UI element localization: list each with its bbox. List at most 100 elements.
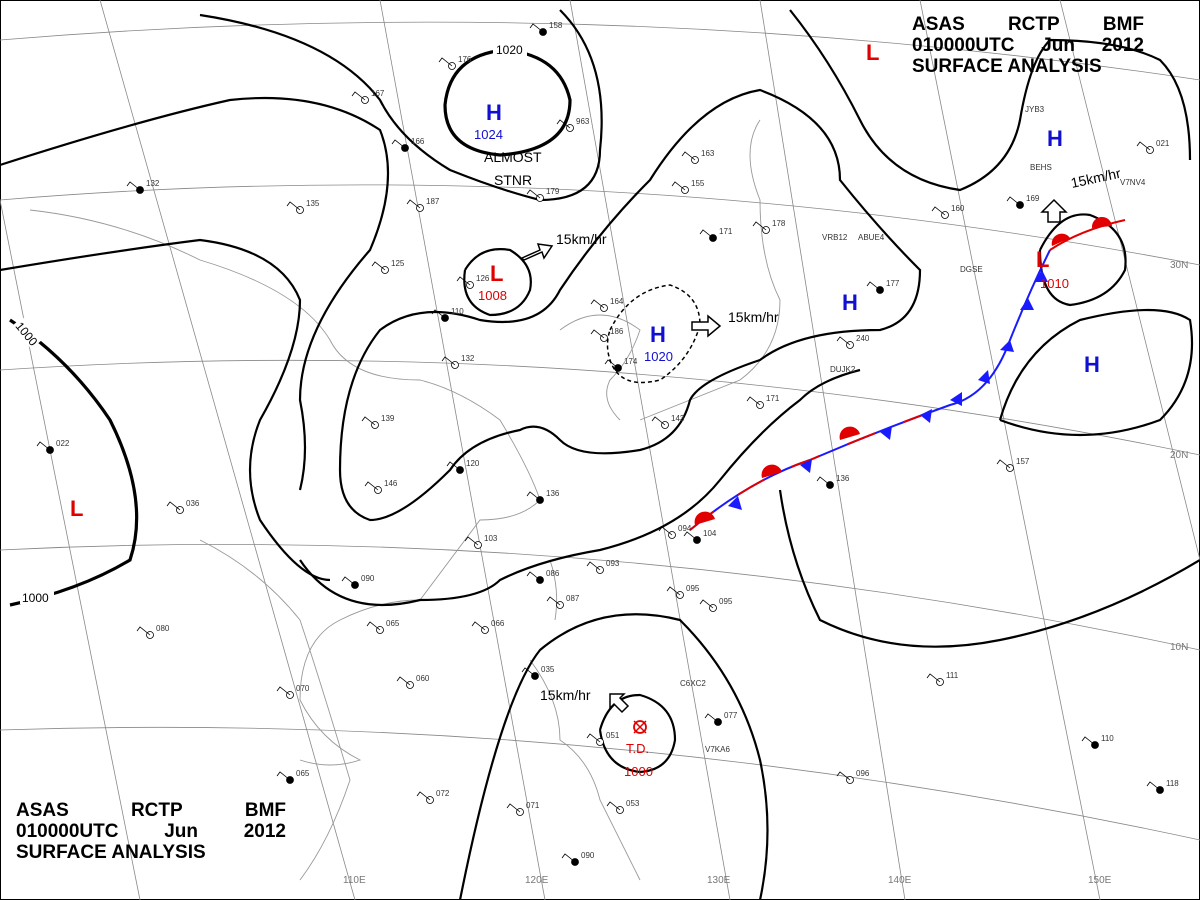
station-id: V7NV4 <box>1120 178 1146 187</box>
isobar-high-1020-north <box>443 48 572 157</box>
motion-label-high-1020: 15km/hr <box>728 309 779 325</box>
station-id: BEHS <box>1030 163 1052 172</box>
high-center-ne: H <box>1047 126 1063 151</box>
title-code: RCTP <box>1007 14 1060 35</box>
station-wind-barb <box>276 771 291 781</box>
station-wind-barb <box>1136 141 1151 151</box>
high-value-1020: 1020 <box>644 349 673 364</box>
station-pressure: 136 <box>546 489 560 498</box>
station-pressure: 171 <box>719 227 733 236</box>
station-wind-barb <box>406 199 421 209</box>
station-wind-barb <box>561 853 576 863</box>
station-wind-barb <box>866 281 881 291</box>
station-pressure: 118 <box>1166 779 1179 788</box>
station-pressure: 104 <box>703 529 717 538</box>
warm-front-east <box>1049 219 1126 251</box>
station-pressure: 093 <box>606 559 620 568</box>
station-pressure: 035 <box>541 665 555 674</box>
station-wind-barb <box>361 416 376 426</box>
station-wind-barb <box>671 181 686 191</box>
station-pressure: 021 <box>1156 139 1170 148</box>
high-center-north: H <box>486 100 502 125</box>
front-barbs <box>728 270 1048 510</box>
arrow-low-1010 <box>1040 198 1068 223</box>
isobar-west-1008 <box>0 96 390 491</box>
station-pressure: 167 <box>371 89 385 98</box>
isobar-low-west-1000 <box>9 318 139 607</box>
station-pressure: 126 <box>476 274 490 283</box>
station-wind-barb <box>391 139 406 149</box>
station-wind-barb <box>521 667 536 677</box>
station-pressure: 070 <box>296 684 310 693</box>
station-pressure: 071 <box>526 801 540 810</box>
isobar-south-1008 <box>299 368 861 607</box>
title-code: RCTP <box>130 800 183 821</box>
station-pressure: 110 <box>451 307 464 316</box>
title-agency: ASAS <box>912 14 965 35</box>
title-time: 010000UTC <box>912 35 1015 56</box>
motion-arrows <box>520 198 1068 714</box>
station-pressure: 086 <box>546 569 560 578</box>
lat-label-20n: 20N <box>1170 450 1188 461</box>
station-wind-barb <box>351 91 366 101</box>
station-wind-barb <box>606 801 621 811</box>
station-pressure: 096 <box>856 769 870 778</box>
lat-lon-labels: 110E 120E 130E 140E 150E 30N 20N 10N <box>343 260 1188 886</box>
station-pressure: 111 <box>946 671 959 680</box>
station-wind-barb <box>471 621 486 631</box>
station-wind-barb <box>699 229 714 239</box>
isobar-east-1012 <box>789 9 1192 192</box>
station-wind-barb <box>526 189 541 199</box>
station-wind-barb <box>926 673 941 683</box>
station-pressure: 120 <box>466 459 480 468</box>
coast-taiwan <box>549 559 558 621</box>
station-pressure: 158 <box>549 21 563 30</box>
high-center-east: H <box>1084 352 1100 377</box>
station-wind-barb <box>416 791 431 801</box>
station-wind-barb <box>586 733 601 743</box>
station-pressure: 095 <box>719 597 733 606</box>
low-center-north: L <box>866 40 879 65</box>
station-pressure: 065 <box>386 619 400 628</box>
station-pressure: 065 <box>296 769 310 778</box>
stationary-front <box>689 249 1051 531</box>
low-center-1008: L <box>490 261 503 286</box>
station-pressure: 179 <box>546 187 560 196</box>
lat-label-10n: 10N <box>1170 642 1188 653</box>
station-wind-barb <box>931 206 946 216</box>
isobar-1004-west <box>0 238 331 582</box>
lon-label-140e: 140E <box>888 875 912 886</box>
title-issuer: BMF <box>244 800 286 821</box>
station-wind-barb <box>438 57 453 67</box>
arrow-td <box>609 693 630 714</box>
station-wind-barb <box>441 356 456 366</box>
lon-label-110e: 110E <box>343 875 366 886</box>
station-pressure: 125 <box>391 259 405 268</box>
motion-label-low-1008: 15km/hr <box>556 231 607 247</box>
fronts <box>689 216 1126 531</box>
title-time: 010000UTC <box>16 821 119 842</box>
low-center-west: L <box>70 496 83 521</box>
station-pressure: 132 <box>461 354 475 363</box>
arrow-low-1008 <box>520 243 554 261</box>
station-pressure: 169 <box>1026 194 1040 203</box>
station-wind-barb <box>464 536 479 546</box>
station-pressure: 146 <box>384 479 398 488</box>
title-issuer: BMF <box>1102 14 1144 35</box>
station-pressure: 160 <box>951 204 965 213</box>
meridian-160e <box>1059 0 1200 561</box>
station-wind-barb <box>126 181 141 191</box>
station-pressure: 132 <box>146 179 160 188</box>
station-wind-barb <box>136 626 151 636</box>
isobar-east-1008 <box>778 489 1200 648</box>
station-pressure: 110 <box>1101 734 1114 743</box>
station-wind-barb <box>526 571 541 581</box>
station-pressure: 060 <box>416 674 430 683</box>
lon-label-150e: 150E <box>1088 875 1112 886</box>
arrow-high-1020 <box>691 314 722 338</box>
station-pressure: 177 <box>886 279 900 288</box>
tropical-depression: T.D. 1000 <box>624 720 653 779</box>
station-wind-barb <box>996 459 1011 469</box>
station-pressure: 077 <box>724 711 738 720</box>
low-value-1008: 1008 <box>478 288 507 303</box>
